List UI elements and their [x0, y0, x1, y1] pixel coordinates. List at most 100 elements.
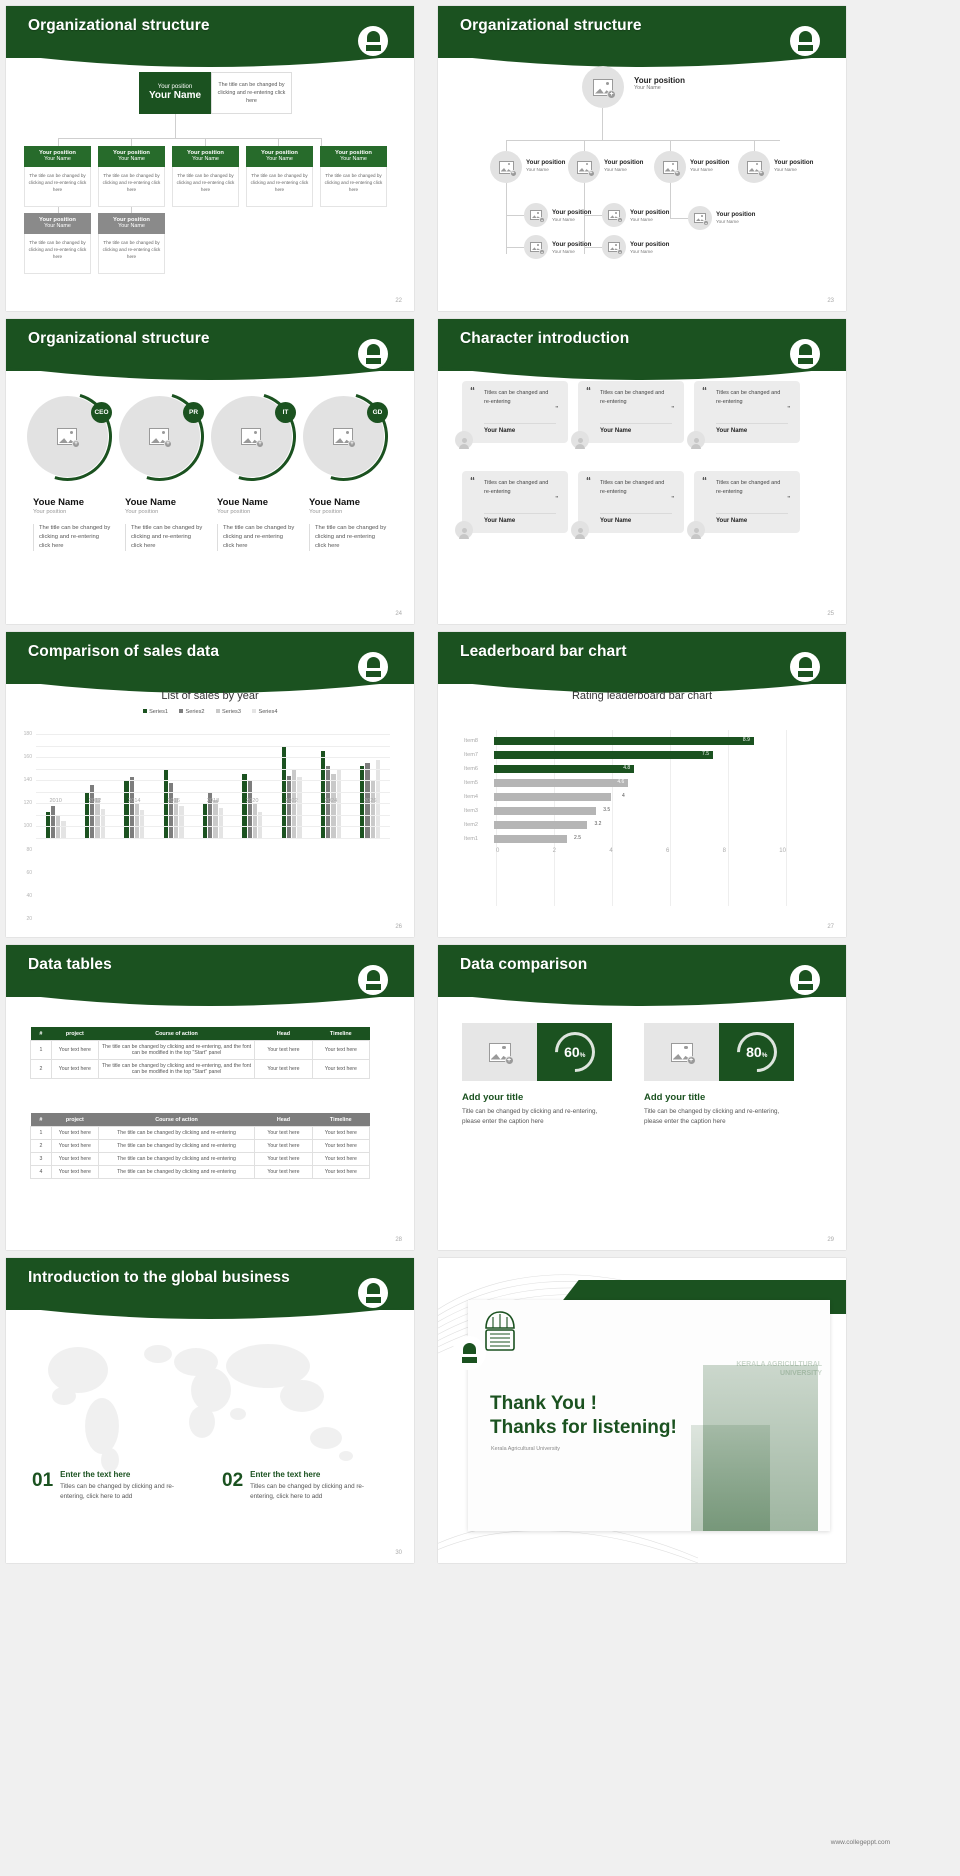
- slide-header-band: Character introduction: [438, 319, 846, 371]
- numbered-item[interactable]: 01 Enter the text here Titles can be cha…: [32, 1470, 195, 1502]
- y-axis-tick: 60: [26, 870, 32, 876]
- numbered-item[interactable]: 02 Enter the text here Titles can be cha…: [222, 1470, 385, 1502]
- org-root-group: Your position Your Name The title can be…: [139, 72, 292, 114]
- university-logo-icon: [790, 26, 820, 56]
- table-cell: The title can be changed by clicking and…: [98, 1127, 254, 1140]
- thank-you-title: Thank You ! Thanks for listening!: [490, 1392, 677, 1440]
- org-root-node[interactable]: Your position Your Name: [139, 72, 211, 114]
- quote-open-icon: “: [470, 479, 475, 485]
- table-cell: Your text here: [255, 1140, 312, 1153]
- node-name: Your Name: [526, 167, 565, 172]
- university-logo-icon: [358, 652, 388, 682]
- org-avatar[interactable]: +: [568, 151, 600, 183]
- quote-card[interactable]: “ ” Titles can be changed and re-enterin…: [462, 381, 568, 443]
- org-avatar[interactable]: +: [524, 203, 548, 227]
- connector-stub: [58, 138, 59, 146]
- slide-29[interactable]: Data comparison + 60% Add your title Tit…: [438, 945, 846, 1250]
- image-placeholder[interactable]: +: [644, 1023, 719, 1081]
- avatar: [687, 431, 705, 449]
- slide-27[interactable]: Leaderboard bar chart Rating leaderboard…: [438, 632, 846, 937]
- slide-25[interactable]: Character introduction “ ” Titles can be…: [438, 319, 846, 624]
- person-position: Your position: [309, 509, 387, 515]
- avatar: [687, 521, 705, 539]
- org-avatar[interactable]: +: [602, 235, 626, 259]
- table-cell: Your text here: [51, 1041, 98, 1060]
- slide-26[interactable]: Comparison of sales data List of sales b…: [6, 632, 414, 937]
- quote-card[interactable]: “ ” Titles can be changed and re-enterin…: [578, 381, 684, 443]
- slide-22[interactable]: Organizational structure Your position Y…: [6, 6, 414, 311]
- table-cell: Your text here: [312, 1041, 369, 1060]
- org-avatar[interactable]: +: [654, 151, 686, 183]
- slide-23[interactable]: Organizational structure + Your position…: [438, 6, 846, 311]
- quote-text: Titles can be changed and re-entering: [600, 479, 672, 497]
- comparison-card[interactable]: + 80% Add your title Title can be change…: [644, 1023, 794, 1127]
- person-circle[interactable]: + CEO: [27, 396, 108, 477]
- page-title: Leaderboard bar chart: [460, 643, 627, 661]
- image-placeholder-icon: +: [694, 213, 706, 223]
- university-logo-icon: [790, 965, 820, 995]
- person-circle[interactable]: + IT: [211, 396, 292, 477]
- person-circle[interactable]: + GD: [303, 396, 384, 477]
- quote-card[interactable]: “ ” Titles can be changed and re-enterin…: [694, 381, 800, 443]
- person-circle[interactable]: + PR: [119, 396, 200, 477]
- org-avatar[interactable]: +: [738, 151, 770, 183]
- node-name: Your Name: [248, 156, 311, 162]
- legend-item: Series1: [143, 709, 168, 715]
- bar: [258, 812, 262, 838]
- node-name: Your Name: [774, 167, 813, 172]
- org-avatar[interactable]: +: [490, 151, 522, 183]
- bar: [321, 751, 325, 838]
- table-cell: Your text here: [312, 1060, 369, 1079]
- quote-card[interactable]: “ ” Titles can be changed and re-enterin…: [694, 471, 800, 533]
- y-axis-tick: 160: [24, 754, 32, 760]
- chart-plot-area: 180160140120100806040200: [36, 734, 390, 838]
- org-avatar[interactable]: +: [524, 235, 548, 259]
- person-info: Youe Name Your position The title can be…: [125, 497, 203, 551]
- slide-24[interactable]: Organizational structure + CEO Youe Name…: [6, 319, 414, 624]
- image-placeholder[interactable]: +: [462, 1023, 537, 1081]
- connector-horizontal: [670, 218, 688, 219]
- comparison-card[interactable]: + 60% Add your title Title can be change…: [462, 1023, 612, 1127]
- bar-value: 3.5: [603, 807, 610, 813]
- quote-card[interactable]: “ ” Titles can be changed and re-enterin…: [462, 471, 568, 533]
- slide-30[interactable]: Introduction to the global business 01 E…: [6, 1258, 414, 1563]
- gridline: 160: [36, 746, 390, 747]
- node-position: Your position: [630, 208, 669, 217]
- table-cell: 4: [31, 1166, 52, 1179]
- connector-horizontal: [58, 138, 321, 139]
- org-avatar[interactable]: +: [582, 66, 624, 108]
- role-tag: GD: [367, 402, 388, 423]
- table-cell: Your text here: [255, 1166, 312, 1179]
- avatar: [455, 521, 473, 539]
- org-avatar[interactable]: +: [688, 206, 712, 230]
- quote-text: Titles can be changed and re-entering: [484, 389, 556, 407]
- item-title: Enter the text here: [60, 1470, 195, 1479]
- table-cell: The title can be changed by clicking and…: [98, 1060, 254, 1079]
- quote-card[interactable]: “ ” Titles can be changed and re-enterin…: [578, 471, 684, 533]
- page-title: Introduction to the global business: [28, 1269, 290, 1287]
- x-axis-tick: 2024: [325, 798, 337, 804]
- university-seal-icon: [480, 1308, 520, 1359]
- org-avatar[interactable]: +: [602, 203, 626, 227]
- bar: [51, 806, 55, 838]
